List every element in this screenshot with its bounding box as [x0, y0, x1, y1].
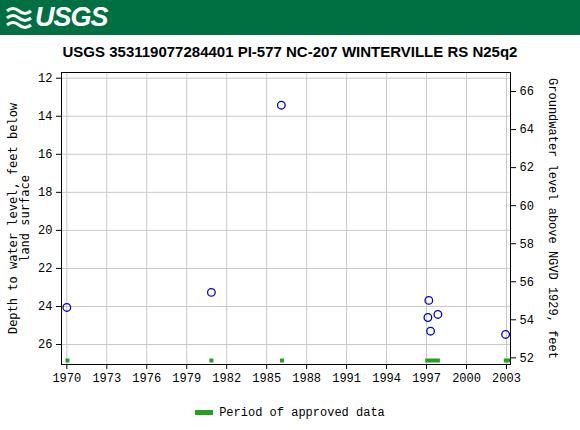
- svg-text:20: 20: [38, 224, 52, 238]
- svg-text:26: 26: [38, 338, 52, 352]
- svg-text:62: 62: [520, 161, 534, 175]
- svg-text:1973: 1973: [92, 372, 121, 386]
- svg-text:16: 16: [38, 148, 52, 162]
- svg-text:1997: 1997: [412, 372, 441, 386]
- svg-text:64: 64: [520, 123, 534, 137]
- svg-text:56: 56: [520, 276, 534, 290]
- svg-text:18: 18: [38, 186, 52, 200]
- svg-text:1979: 1979: [172, 372, 201, 386]
- svg-text:1991: 1991: [332, 372, 361, 386]
- svg-text:1976: 1976: [132, 372, 161, 386]
- svg-text:52: 52: [520, 352, 534, 366]
- html-text:USGS: USGS: [35, 2, 108, 32]
- svg-text:1970: 1970: [52, 372, 81, 386]
- svg-text:22: 22: [38, 262, 52, 276]
- svg-text:58: 58: [520, 238, 534, 252]
- svg-text:Depth to water level, feet bel: Depth to water level, feet belowland sur…: [6, 102, 32, 334]
- svg-text:12: 12: [38, 72, 52, 86]
- svg-text:2000: 2000: [452, 372, 481, 386]
- svg-text:2003: 2003: [492, 372, 521, 386]
- svg-text:66: 66: [520, 85, 534, 99]
- svg-text:54: 54: [520, 314, 534, 328]
- html-text:Period of approved data: Period of approved data: [219, 405, 385, 420]
- svg-text:1988: 1988: [292, 372, 321, 386]
- svg-text:14: 14: [38, 110, 52, 124]
- svg-text:24: 24: [38, 300, 52, 314]
- svg-text:1994: 1994: [372, 372, 401, 386]
- svg-text:1982: 1982: [212, 372, 241, 386]
- svg-text:1985: 1985: [252, 372, 281, 386]
- svg-text:Groundwater level above NGVD 1: Groundwater level above NGVD 1929, feet: [545, 78, 559, 359]
- html-text:USGS 353119077284401 PI-577 NC: USGS 353119077284401 PI-577 NC-207 WINTE…: [62, 43, 518, 60]
- svg-text:60: 60: [520, 199, 534, 213]
